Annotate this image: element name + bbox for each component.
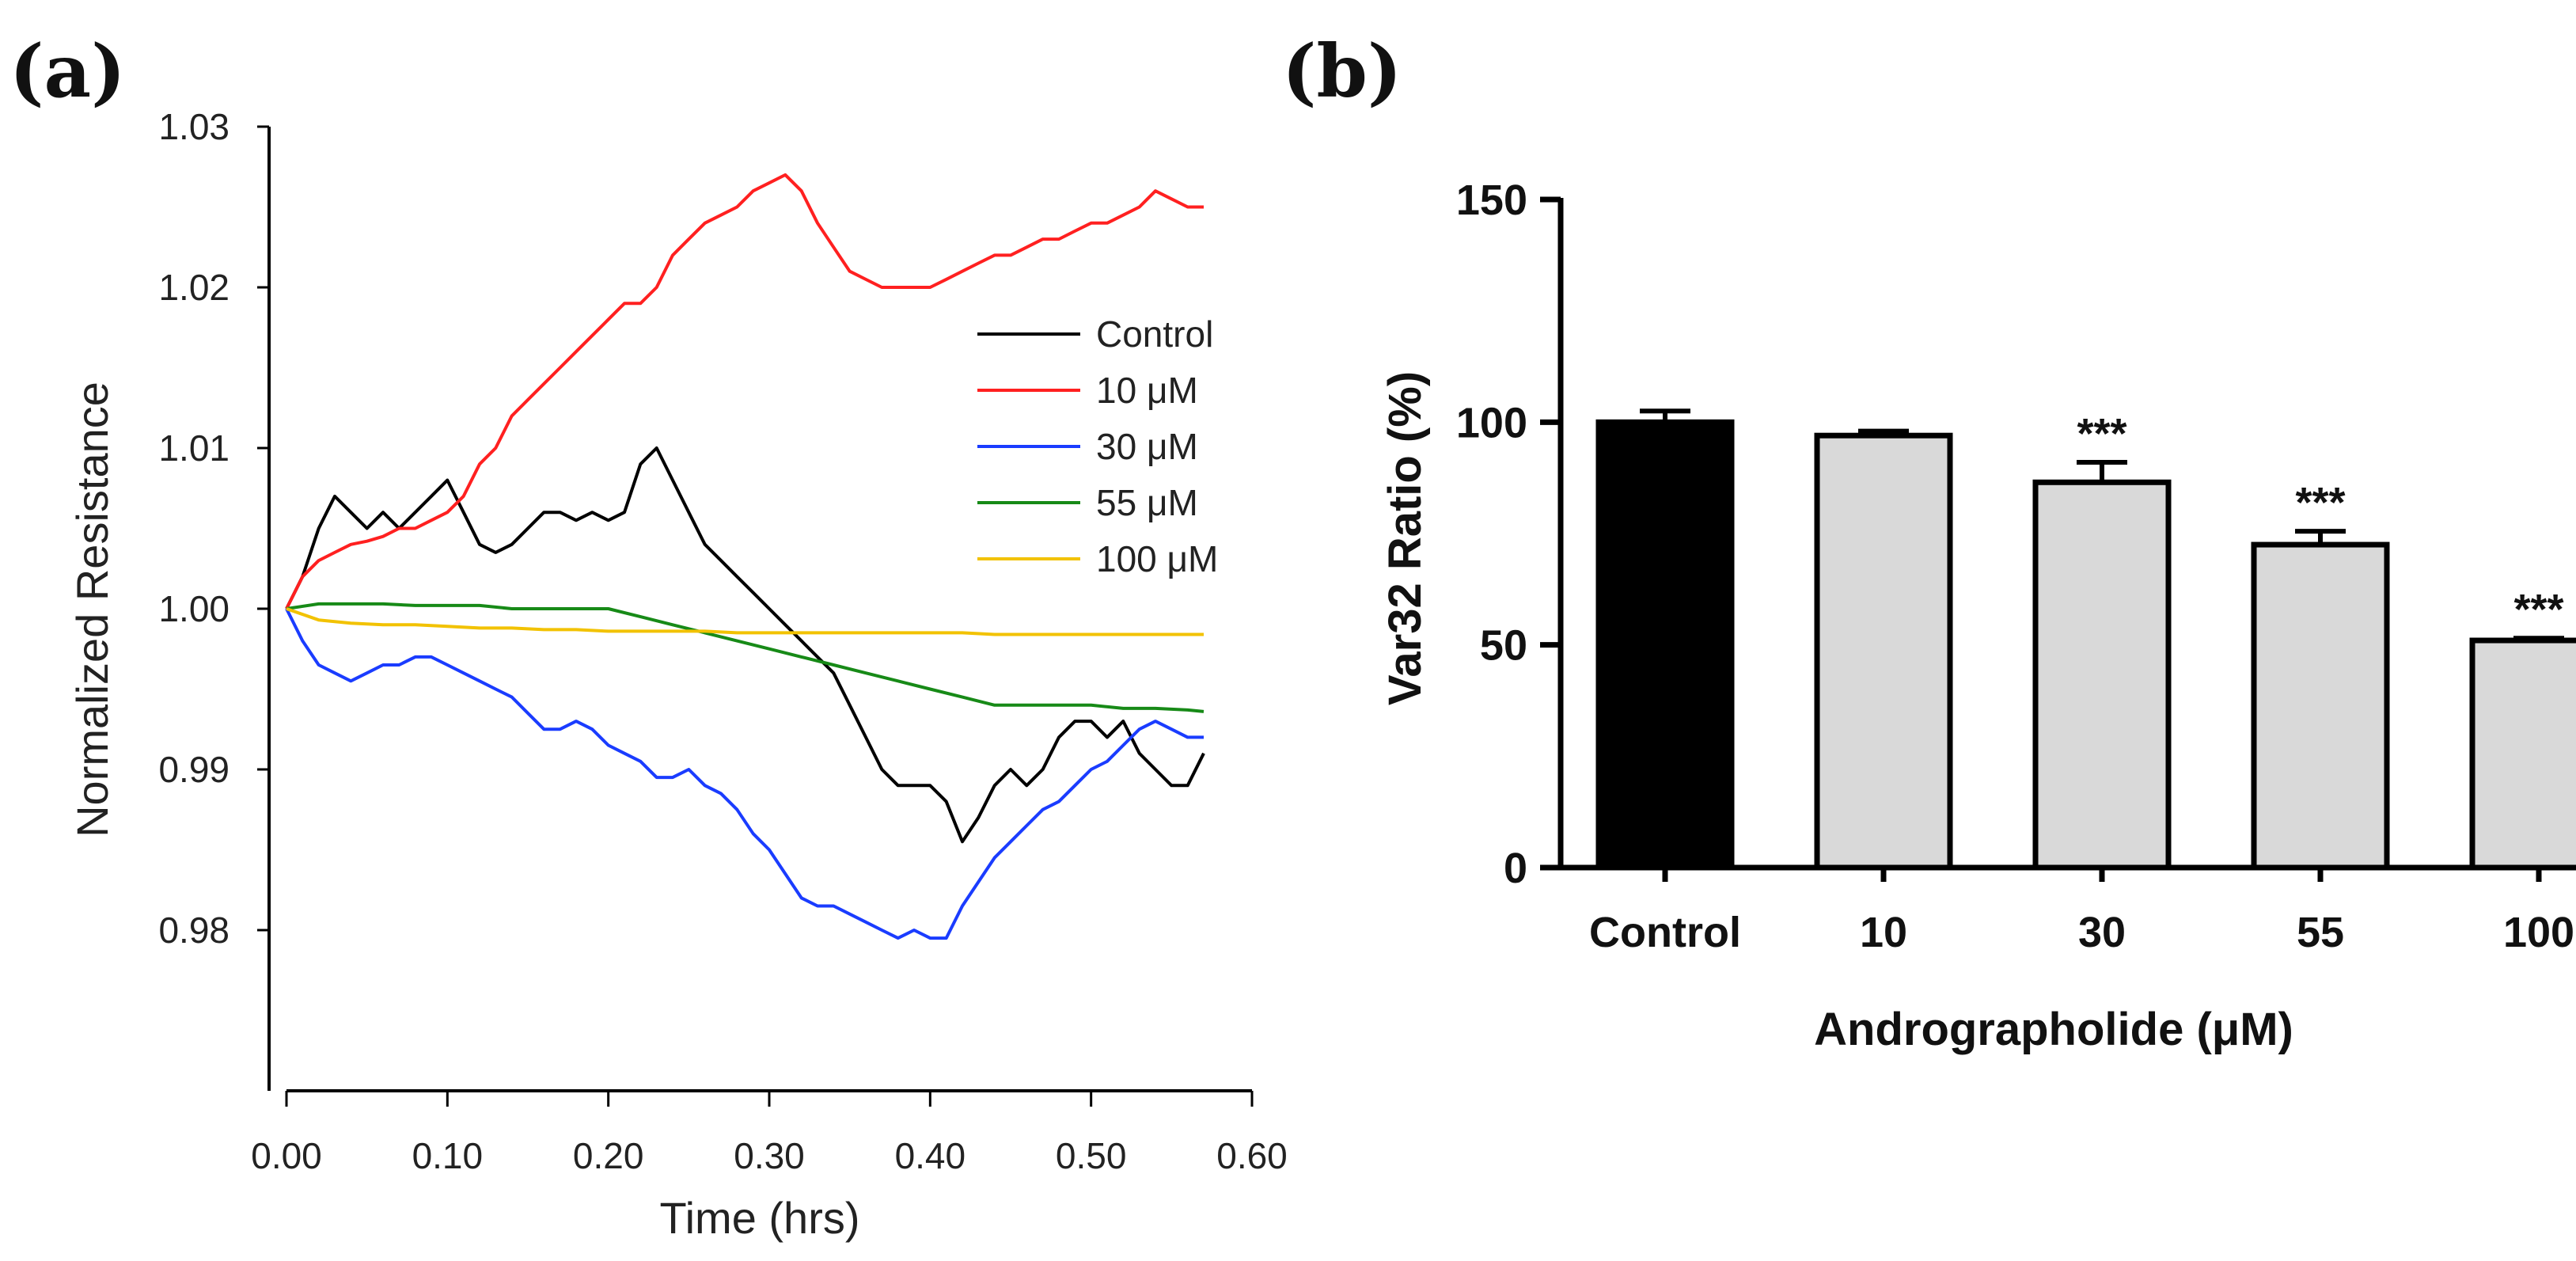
- legend-label: 30 μM: [1096, 426, 1198, 467]
- x-tick-label: 0.30: [734, 1135, 805, 1176]
- bars: *** *** ***: [1595, 408, 2576, 871]
- x-category-labels: Control 10 30 55 100: [1589, 868, 2574, 956]
- series-line-3: [286, 602, 1205, 713]
- y-tick-label: 0.99: [158, 749, 230, 790]
- x-tick-label: 0.20: [573, 1135, 644, 1176]
- panel-b-label: (b): [1282, 28, 1402, 114]
- x-tick-label: 0.60: [1216, 1135, 1288, 1176]
- y-tick-label: 0.98: [158, 910, 230, 951]
- x-axis-title: Time (hrs): [659, 1193, 859, 1243]
- y-tick-label: 100: [1456, 399, 1527, 446]
- y-tick-label: 1.01: [158, 427, 230, 469]
- x-category-label: 10: [1860, 909, 1907, 956]
- x-category-label: 55: [2297, 909, 2344, 956]
- x-tick-label: 0.50: [1056, 1135, 1127, 1176]
- x-ticks: 0.00 0.10 0.20 0.30 0.40 0.50 0.60: [251, 1091, 1288, 1176]
- bar-1: [1814, 432, 1953, 871]
- y-tick-label: 50: [1480, 622, 1527, 670]
- series-line-0: [285, 446, 1205, 844]
- significance-label: ***: [2295, 479, 2345, 526]
- y-tick-label: 150: [1456, 177, 1527, 224]
- series-line-1: [285, 173, 1204, 610]
- y-ticks: 0 50 100 150: [1456, 177, 1561, 892]
- legend-label: 55 μM: [1096, 482, 1198, 523]
- legend: Control 10 μM 30 μM 55 μM 100 μM: [977, 313, 1218, 579]
- x-tick-label: 0.10: [412, 1135, 484, 1176]
- y-tick-label: 0: [1504, 845, 1527, 892]
- legend-label: 10 μM: [1096, 370, 1198, 411]
- series-line-4: [286, 607, 1204, 636]
- y-tick-label: 1.02: [158, 267, 230, 308]
- series-line-2: [285, 608, 1204, 940]
- bar-2: [2032, 479, 2172, 871]
- panel-a-label: (a): [9, 28, 126, 114]
- bar-3: [2251, 541, 2390, 871]
- bar-4: [2469, 637, 2576, 871]
- x-category-label: 100: [2503, 909, 2574, 956]
- line-chart-panel: (a) 1.03 1.02 1.01 1.00 0.99 0.98 0.00 0.10 0.2…: [9, 28, 1288, 1243]
- x-tick-label: 0.40: [895, 1135, 966, 1176]
- x-category-label: Control: [1589, 909, 1741, 956]
- legend-label: 100 μM: [1096, 538, 1218, 579]
- y-ticks: 1.03 1.02 1.01 1.00 0.99 0.98: [158, 106, 269, 951]
- x-axis-title: Andrographolide (μM): [1814, 1004, 2293, 1055]
- bar-0: [1595, 419, 1735, 871]
- significance-label: ***: [2513, 586, 2563, 633]
- series-lines: [285, 173, 1205, 940]
- y-axis-title: Var32 Ratio (%): [1379, 371, 1431, 705]
- y-tick-label: 1.03: [158, 106, 230, 147]
- x-category-label: 30: [2078, 909, 2126, 956]
- significance-label: ***: [2077, 410, 2126, 458]
- y-tick-label: 1.00: [158, 588, 230, 629]
- x-tick-label: 0.00: [251, 1135, 322, 1176]
- y-axis-title: Normalized Resistance: [67, 382, 117, 838]
- bar-chart-panel: (b) 0 50 100 150 *** *** *** Control 10 30 55 100…: [1282, 28, 2576, 1055]
- legend-label: Control: [1096, 313, 1213, 355]
